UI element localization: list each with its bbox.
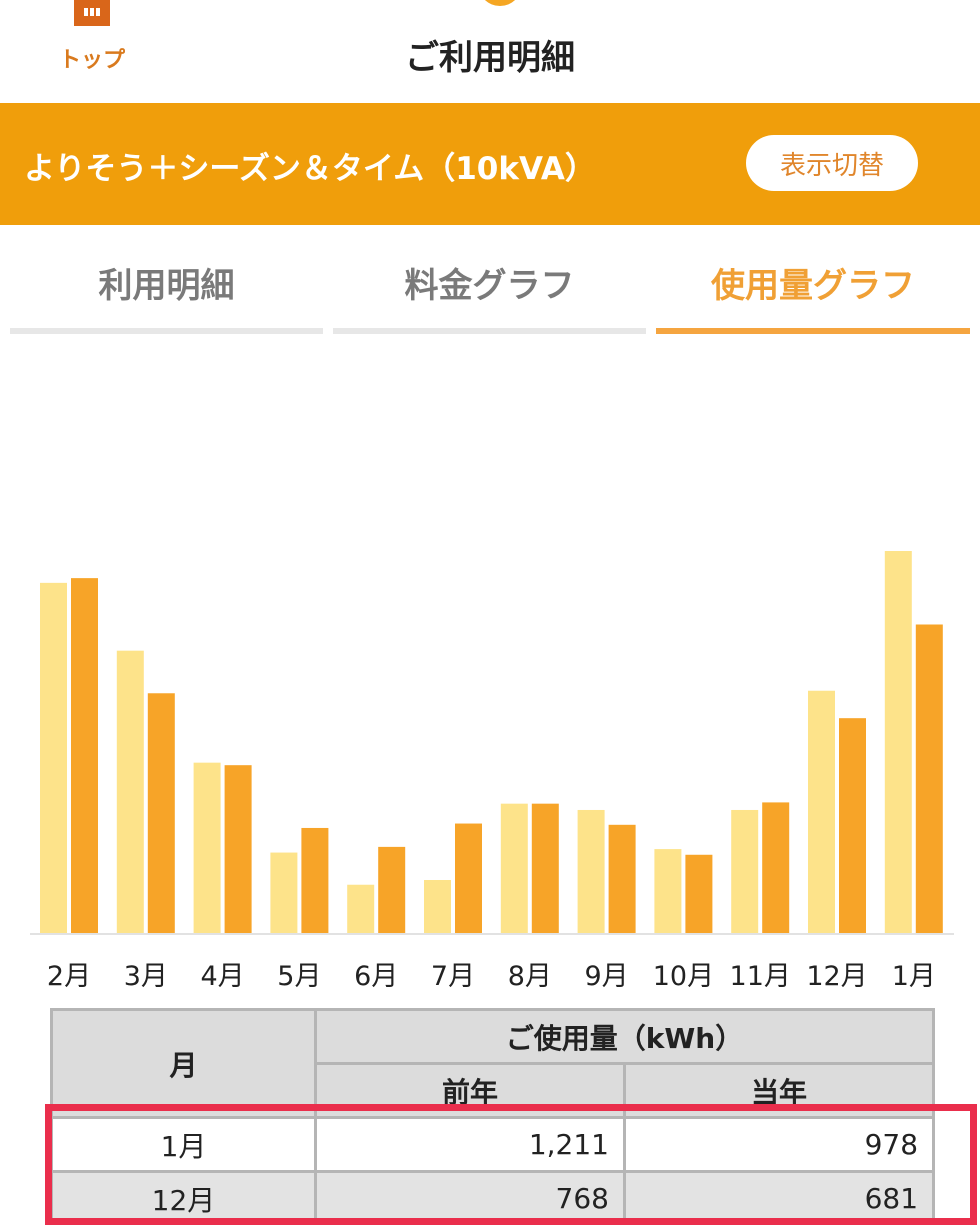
x-tick-label: 7月	[431, 961, 475, 992]
usage-bar-chart: 2月 3月 4月 5月 6月 7月 8月 9月 10月 11月 12月 1月	[0, 340, 980, 1005]
page-title: ご利用明細	[405, 38, 575, 78]
bar-prev-year[interactable]	[40, 582, 67, 933]
home-label: トップ	[58, 48, 125, 73]
x-tick-label: 3月	[124, 961, 168, 992]
top-home-button[interactable]: トップ	[52, 0, 132, 80]
table-row: 1月 1,211 978	[50, 1116, 936, 1173]
brand-logo	[484, 0, 516, 6]
bar-prev-year[interactable]	[116, 650, 144, 933]
x-tick-label: 11月	[730, 961, 791, 992]
display-switch-button[interactable]: 表示切替	[746, 135, 918, 191]
bar-prev-year[interactable]	[808, 690, 835, 933]
x-tick-label: 1月	[892, 961, 936, 992]
row-month: 1月	[50, 1116, 317, 1173]
x-tick-label: 12月	[806, 961, 867, 992]
header-month: 月	[50, 1008, 317, 1119]
table-row: 12月 768 681	[50, 1170, 936, 1225]
x-tick-label: 6月	[354, 961, 398, 992]
bar-current-year[interactable]	[915, 624, 943, 933]
bar-current-year[interactable]	[531, 803, 559, 933]
tab-bar: 利用明細 料金グラフ 使用量グラフ	[0, 230, 980, 340]
bar-prev-year[interactable]	[424, 880, 451, 933]
tab-label: 使用量グラフ	[711, 266, 915, 306]
bar-prev-year[interactable]	[577, 809, 605, 933]
bar-prev-year[interactable]	[347, 884, 375, 933]
tab-label: 利用明細	[98, 266, 235, 306]
bar-current-year[interactable]	[762, 802, 790, 933]
tab-underline	[656, 328, 970, 334]
tab-label: 料金グラフ	[404, 266, 575, 306]
row-prev: 768	[314, 1170, 626, 1225]
bar-prev-year[interactable]	[193, 762, 221, 933]
tab-underline	[10, 328, 323, 334]
tab-charge-graph[interactable]: 料金グラフ	[333, 230, 646, 340]
header-usage: ご使用量（kWh）	[313, 1008, 936, 1065]
usage-table: 月 ご使用量（kWh） 前年 当年 1月 1,211 978 12月 768 6…	[50, 1008, 936, 1225]
bar-current-year[interactable]	[301, 827, 329, 933]
row-month: 12月	[50, 1170, 317, 1225]
x-tick-label: 4月	[201, 961, 245, 992]
header-current-year: 当年	[622, 1062, 936, 1119]
tab-underline	[333, 328, 646, 334]
plan-name: よりそう＋シーズン＆タイム（10kVA）	[24, 151, 596, 187]
bar-current-year[interactable]	[608, 824, 636, 933]
tab-usage-graph[interactable]: 使用量グラフ	[656, 230, 970, 340]
x-tick-label: 2月	[47, 961, 91, 992]
bar-current-year[interactable]	[71, 578, 98, 933]
row-current: 978	[622, 1116, 936, 1173]
tab-usage-details[interactable]: 利用明細	[10, 230, 323, 340]
bar-prev-year[interactable]	[500, 803, 528, 933]
bar-current-year[interactable]	[378, 846, 406, 933]
home-icon	[74, 0, 110, 26]
bar-prev-year[interactable]	[884, 551, 912, 933]
top-bar: トップ ご利用明細	[0, 0, 980, 103]
bar-current-year[interactable]	[839, 718, 866, 933]
x-tick-label: 5月	[277, 961, 321, 992]
bar-prev-year[interactable]	[731, 809, 759, 933]
bar-current-year[interactable]	[685, 854, 713, 933]
x-tick-label: 8月	[508, 961, 552, 992]
bar-current-year[interactable]	[147, 693, 175, 933]
row-prev: 1,211	[314, 1116, 626, 1173]
x-tick-label: 9月	[585, 961, 629, 992]
plan-banner: よりそう＋シーズン＆タイム（10kVA） 表示切替	[0, 103, 980, 225]
bar-current-year[interactable]	[224, 765, 252, 933]
chart-canvas: 2月 3月 4月 5月 6月 7月 8月 9月 10月 11月 12月 1月	[30, 551, 954, 992]
bar-current-year[interactable]	[455, 823, 482, 933]
x-tick-label: 10月	[653, 961, 714, 992]
header-prev-year: 前年	[314, 1062, 626, 1119]
bar-prev-year[interactable]	[654, 849, 682, 933]
bar-prev-year[interactable]	[270, 852, 298, 933]
row-current: 681	[622, 1170, 936, 1225]
